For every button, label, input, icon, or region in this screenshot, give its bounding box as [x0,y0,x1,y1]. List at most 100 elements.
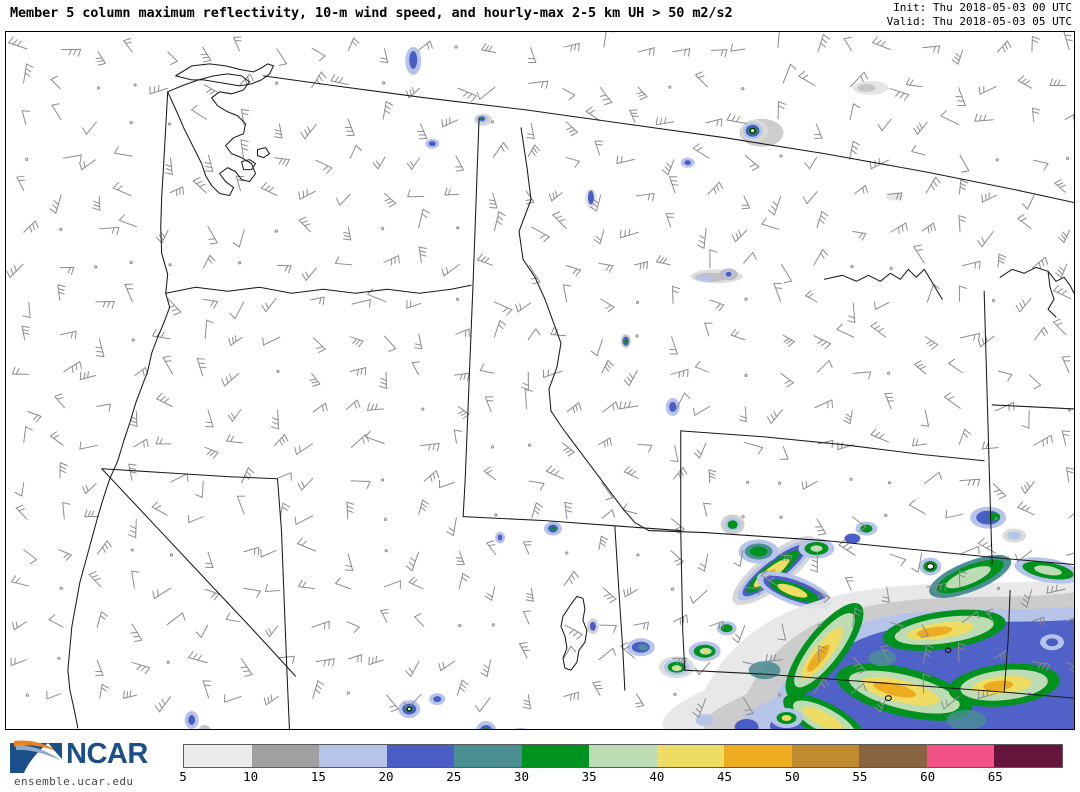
wind-barb [852,516,867,532]
wind-barb [455,551,465,566]
wind-barb [491,623,495,627]
wind-barb [21,325,30,341]
wind-barb [455,297,460,301]
wind-barb [696,228,707,249]
wind-barb [383,192,397,208]
wind-barb [312,680,325,699]
wind-barb [1053,284,1072,300]
wind-barb [50,75,61,90]
wind-barb [545,465,564,480]
cell-group-main-complex [662,554,1074,729]
wind-barb [368,655,384,666]
wind-barb [601,509,616,519]
wind-barb [801,480,818,490]
wind-barb [351,299,371,308]
wind-barb [635,192,655,202]
wind-barb [958,428,971,446]
colorbar-tick: 40 [649,769,665,784]
wind-barb [493,320,507,338]
wind-barb [458,623,462,628]
colorbar-tick: 5 [179,769,187,784]
wind-barb [697,553,709,572]
wind-barb [670,368,689,379]
wind-barb [166,612,186,626]
wind-barb [385,694,399,713]
wind-barb [692,698,707,718]
geography-layer [67,63,1074,729]
wind-barb [853,184,869,195]
wind-barb [1054,179,1066,193]
wind-barb [23,426,33,443]
wind-barb [673,692,677,696]
wind-barb [637,443,653,453]
wind-barb [27,411,42,423]
wind-barb [564,501,573,520]
wind-barb [417,123,428,140]
wind-barb [843,410,853,425]
map-panel[interactable] [5,31,1075,730]
wind-barb [1020,589,1033,608]
wind-barb [601,359,614,374]
wind-barb [636,86,648,101]
wind-barb [994,401,1015,412]
wind-barb [240,657,253,677]
wind-barb [655,117,675,126]
wind-barb [921,222,936,234]
wind-barb [733,549,744,567]
wind-barb [741,515,745,519]
ncar-logo-icon [10,740,62,773]
wind-barb [492,142,509,158]
wind-barb [925,176,941,194]
ncar-wordmark: NCAR [66,738,148,770]
wind-barb [311,71,327,89]
wind-barb [1065,617,1074,623]
wind-barb [15,504,28,520]
wind-barb [849,140,861,160]
wind-barb [243,546,260,556]
colorbar[interactable]: 5 10 15 20 25 30 35 40 45 50 55 60 65 [179,744,1063,788]
wind-barb [274,157,290,167]
wind-barb [689,589,708,604]
wind-barb [134,367,149,377]
wind-barb [958,179,968,195]
cell-group-north [405,46,904,416]
wind-barb [977,538,996,554]
wind-barb [887,481,892,485]
colorbar-segment [386,745,455,767]
wind-barb [636,553,640,557]
wind-barb [128,518,137,539]
wind-barb [46,690,62,700]
wind-barb [585,106,601,121]
wind-barb [311,47,326,62]
wind-barb [99,683,110,699]
wind-barb [1030,616,1045,626]
colorbar-segment [521,745,590,767]
wind-barb [782,63,797,84]
wind-barb [550,327,567,337]
wind-barb [60,330,77,340]
ncar-logo[interactable]: NCAR ensemble.ucar.edu [8,737,173,788]
wind-barb [406,300,422,309]
colorbar-segment [859,745,927,767]
wind-barb [525,587,534,602]
wind-barb [235,175,245,192]
wind-barb [805,290,818,303]
great-salt-lake [560,595,588,671]
wind-barb [703,502,712,517]
wind-barb [315,159,333,174]
wind-barb [204,588,220,601]
wind-barb [940,110,960,126]
wind-barb [418,246,427,264]
wind-barb [315,658,335,667]
wind-barb [991,299,996,303]
wind-barb [708,469,717,484]
wind-barb [672,285,681,304]
wind-barb [408,576,424,590]
wind-barb [522,694,532,710]
wind-barb [349,367,367,376]
wind-barb [420,442,440,452]
wind-barb [16,175,26,192]
wind-barb [709,620,724,630]
wind-barb [202,680,212,699]
state-line-id-mt [518,127,650,532]
